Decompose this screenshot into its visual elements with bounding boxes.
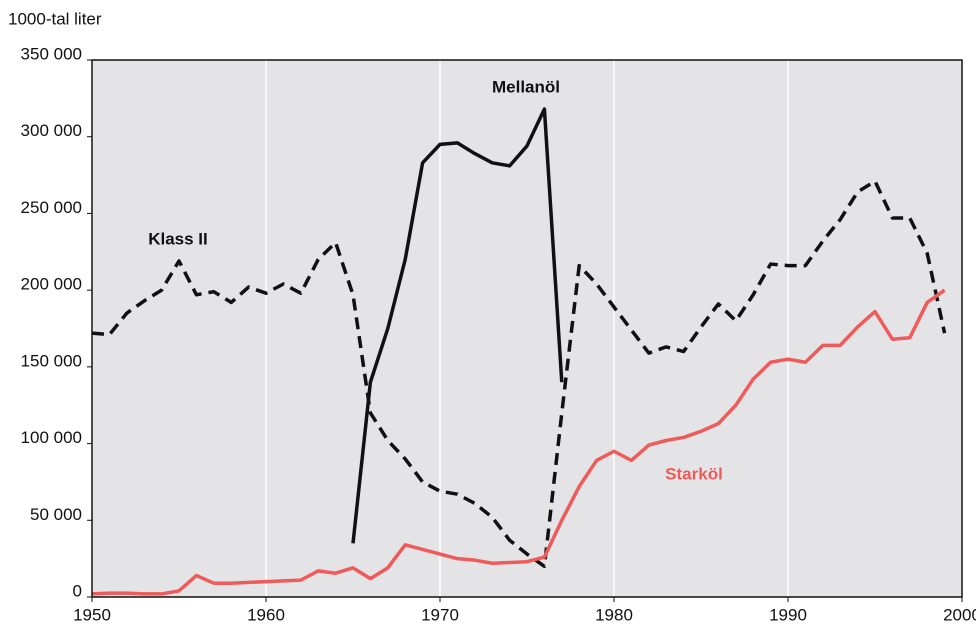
y-tick-label: 350 000 (21, 44, 82, 63)
y-tick-label: 300 000 (21, 121, 82, 140)
y-tick-label: 250 000 (21, 198, 82, 217)
line-series (91, 179, 947, 569)
x-tick-label: 1960 (247, 605, 285, 624)
y-tick-label: 0 (73, 581, 82, 600)
plot-frame (91, 59, 963, 598)
line-series (351, 107, 564, 544)
x-tick-label: 1950 (73, 605, 111, 624)
series-label: Mellanöl (492, 77, 560, 96)
x-tick-label: 1970 (421, 605, 459, 624)
y-tick-label: 150 000 (21, 351, 82, 370)
series-label: Klass II (148, 229, 208, 248)
y-tick-label: 50 000 (30, 505, 82, 524)
x-tick-label: 1990 (769, 605, 807, 624)
x-tick-label: 1980 (595, 605, 633, 624)
y-tick-label: 200 000 (21, 275, 82, 294)
y-axis-label: 1000-tal liter (8, 9, 102, 28)
y-tick-label: 100 000 (21, 428, 82, 447)
series-label: Starköl (665, 464, 723, 483)
plot-background (92, 60, 962, 597)
line-series (91, 288, 946, 596)
